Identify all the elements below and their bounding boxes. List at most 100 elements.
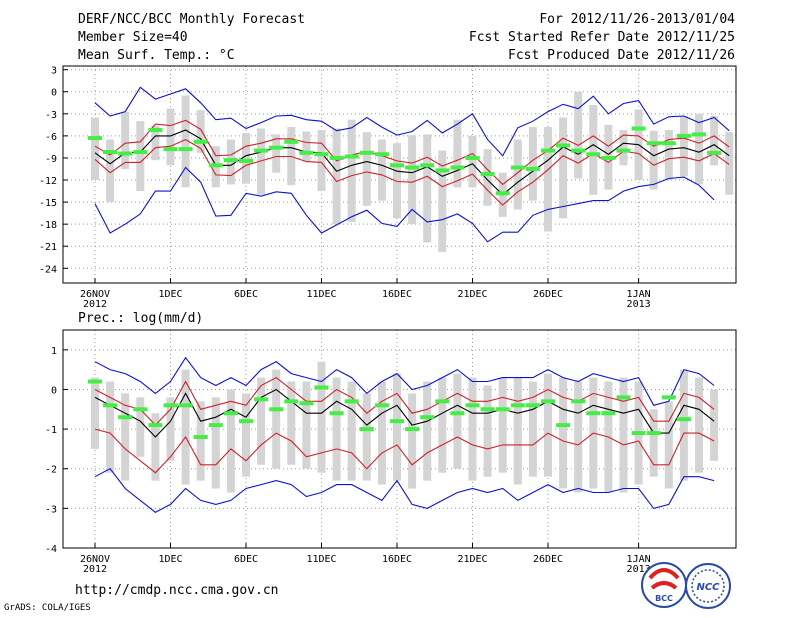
observed-marker bbox=[103, 150, 118, 155]
observed-marker bbox=[707, 150, 722, 155]
produced-date: Fcst Produced Date 2012/11/26 bbox=[508, 48, 735, 63]
observed-marker bbox=[586, 411, 601, 416]
spread-box bbox=[649, 130, 658, 190]
footer-url[interactable]: http://cmdp.ncc.cma.gov.cn bbox=[75, 583, 279, 598]
spread-box bbox=[211, 397, 220, 489]
y-tick-label: -12 bbox=[39, 176, 57, 187]
y-tick-label: -2 bbox=[45, 465, 57, 476]
spread-box bbox=[528, 381, 537, 477]
spread-box bbox=[559, 117, 568, 219]
observed-marker bbox=[390, 419, 404, 424]
observed-marker bbox=[435, 399, 450, 404]
observed-marker bbox=[269, 407, 284, 412]
observed-marker bbox=[178, 147, 193, 152]
spread-box bbox=[91, 377, 99, 449]
observed-marker bbox=[254, 148, 269, 153]
spread-box bbox=[332, 128, 341, 225]
observed-marker bbox=[284, 399, 299, 404]
bcc-logo-text: BCC bbox=[655, 594, 673, 603]
spread-box bbox=[664, 401, 673, 489]
observed-marker bbox=[148, 423, 163, 428]
spread-box bbox=[287, 381, 296, 465]
spread-box bbox=[695, 113, 703, 185]
grads-credit: GrADS: COLA/IGES bbox=[4, 603, 91, 613]
observed-marker bbox=[601, 411, 616, 416]
observed-marker bbox=[88, 136, 102, 141]
observed-marker bbox=[374, 403, 389, 408]
y-tick-label: -3 bbox=[45, 504, 57, 515]
spread-box bbox=[302, 381, 311, 469]
observed-marker bbox=[329, 155, 344, 160]
spread-box bbox=[574, 91, 583, 179]
x-tick-label: 6DEC bbox=[234, 289, 258, 300]
chart-title: DERF/NCC/BCC Monthly Forecast bbox=[78, 12, 305, 27]
y-tick-label: -21 bbox=[39, 242, 57, 253]
observed-marker bbox=[118, 415, 133, 420]
precip-panel-title: Prec.: log(mm/d) bbox=[78, 311, 204, 326]
observed-marker bbox=[133, 407, 148, 412]
spread-box bbox=[695, 377, 703, 473]
ncc-logo-text: NCC bbox=[696, 582, 720, 593]
observed-marker bbox=[359, 150, 374, 155]
bcc-logo: BCC bbox=[641, 562, 687, 608]
observed-marker bbox=[616, 395, 631, 400]
year-label: 2012 bbox=[83, 299, 107, 310]
spread-box bbox=[710, 116, 719, 166]
x-tick-label: 11DEC bbox=[306, 554, 336, 565]
x-tick-label: 21DEC bbox=[457, 554, 487, 565]
y-tick-label: -15 bbox=[39, 198, 57, 209]
observed-marker bbox=[420, 163, 435, 168]
forecast-period: For 2012/11/26-2013/01/04 bbox=[539, 12, 735, 27]
spread-box bbox=[513, 377, 522, 485]
series-line-upper-inner bbox=[94, 376, 715, 426]
y-tick-label: 0 bbox=[51, 385, 57, 396]
year-label: 2013 bbox=[627, 564, 651, 575]
spread-box bbox=[619, 129, 628, 166]
y-tick-label: -1 bbox=[45, 425, 57, 436]
x-tick-label: 6DEC bbox=[234, 554, 258, 565]
spread-box bbox=[498, 377, 507, 473]
series-line-upper-outer bbox=[94, 86, 730, 157]
spread-box bbox=[453, 119, 462, 188]
spread-box bbox=[468, 377, 477, 481]
x-tick-label: 16DEC bbox=[382, 554, 412, 565]
observed-marker bbox=[299, 401, 314, 406]
series-line-lower-outer bbox=[94, 467, 715, 513]
observed-marker bbox=[118, 151, 133, 156]
observed-marker bbox=[661, 141, 676, 146]
observed-marker bbox=[390, 163, 404, 168]
spread-box bbox=[362, 393, 371, 481]
spread-box bbox=[559, 377, 568, 489]
observed-marker bbox=[571, 148, 586, 153]
spread-box bbox=[121, 111, 130, 169]
observed-marker bbox=[405, 427, 420, 432]
observed-marker bbox=[465, 403, 480, 408]
plot-frame bbox=[62, 329, 737, 549]
spread-box bbox=[136, 121, 145, 192]
x-tick-label: 1JAN bbox=[627, 554, 651, 565]
observed-marker bbox=[329, 411, 344, 416]
start-date: Fcst Started Refer Date 2012/11/25 bbox=[468, 30, 735, 45]
spread-box bbox=[196, 110, 205, 153]
spread-box bbox=[106, 139, 115, 203]
observed-marker bbox=[359, 427, 374, 432]
spread-box bbox=[393, 373, 401, 481]
observed-marker bbox=[676, 133, 691, 138]
series-line-ensemble-mean bbox=[94, 129, 730, 196]
spread-box bbox=[483, 149, 492, 206]
observed-marker bbox=[254, 397, 269, 402]
y-tick-label: -24 bbox=[39, 264, 57, 275]
observed-marker bbox=[571, 399, 586, 404]
series-line-upper-outer bbox=[94, 356, 715, 406]
y-tick-label: -6 bbox=[45, 132, 57, 143]
series-line-upper-inner bbox=[94, 119, 730, 186]
spread-box bbox=[166, 397, 175, 461]
observed-marker bbox=[163, 403, 178, 408]
observed-marker bbox=[239, 419, 253, 424]
spread-box bbox=[332, 377, 341, 481]
observed-marker bbox=[465, 155, 480, 160]
spread-box bbox=[242, 132, 250, 184]
year-label: 2013 bbox=[627, 299, 651, 310]
spread-box bbox=[242, 393, 250, 477]
observed-marker bbox=[586, 152, 601, 157]
